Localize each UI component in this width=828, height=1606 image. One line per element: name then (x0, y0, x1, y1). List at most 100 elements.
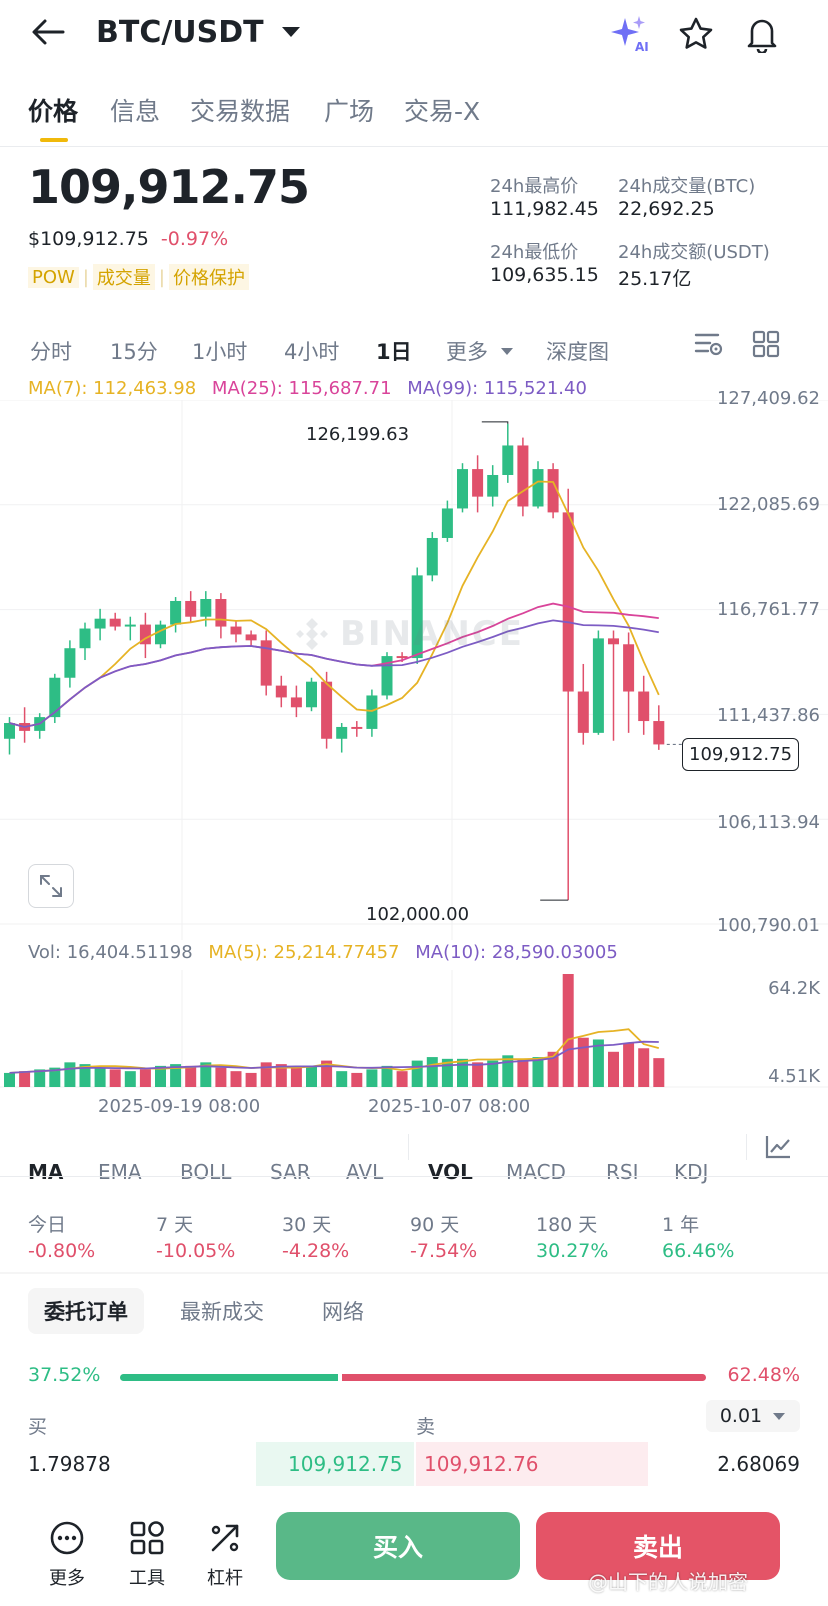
candle-body (426, 537, 438, 576)
perf-value-7d: -10.05% (156, 1240, 236, 1262)
volume-bar (290, 1067, 302, 1087)
book-tab-network[interactable]: 网络 (322, 1300, 364, 1324)
perf-label-today: 今日 (28, 1214, 67, 1236)
notification-button[interactable] (740, 12, 784, 56)
interval-1d[interactable]: 1日 (376, 340, 412, 364)
book-buy-header: 买 (28, 1416, 48, 1438)
usd-price: $109,912.75 (28, 228, 149, 250)
interval-depth[interactable]: 深度图 (546, 340, 609, 364)
tab-trading-data[interactable]: 交易数据 (190, 97, 291, 126)
indicator-sar[interactable]: SAR (270, 1160, 311, 1184)
interval-1h[interactable]: 1小时 (192, 340, 248, 364)
pair-selector[interactable]: BTC/USDT (96, 12, 302, 52)
bid-price[interactable]: 109,912.75 (288, 1452, 403, 1476)
tab-trade-x[interactable]: 交易-X (404, 97, 481, 126)
volume-bar (230, 1071, 242, 1087)
perf-label-30d: 30 天 (282, 1214, 332, 1236)
candle-body (336, 726, 348, 739)
candle-body (623, 644, 635, 692)
low-label: 24h最低价 (490, 242, 579, 263)
more-button[interactable]: 更多 (32, 1510, 102, 1600)
tab-square[interactable]: 广场 (324, 97, 375, 126)
svg-text:AI: AI (635, 40, 649, 54)
sell-button[interactable]: 卖出 (536, 1512, 780, 1580)
indicator-settings-button[interactable] (760, 1130, 796, 1164)
volume-bar (577, 1037, 589, 1087)
interval-line[interactable]: 分时 (30, 340, 72, 364)
ask-price[interactable]: 109,912.76 (424, 1452, 539, 1476)
vol-axis-label: 64.2K (768, 978, 820, 999)
candle-body (457, 469, 468, 509)
precision-select[interactable]: 0.01 (706, 1400, 800, 1432)
low-value: 109,635.15 (490, 264, 599, 286)
back-button[interactable] (26, 12, 70, 52)
indicator-rsi[interactable]: RSI (606, 1160, 639, 1184)
volume-bar (457, 1058, 468, 1087)
more-label: 更多 (49, 1568, 85, 1589)
buy-button[interactable]: 买入 (276, 1512, 520, 1580)
volume-bar (487, 1060, 499, 1087)
indicator-divider (746, 1134, 747, 1160)
candle-body (517, 445, 529, 507)
book-tab-trades[interactable]: 最新成交 (180, 1300, 264, 1324)
indicator-vol[interactable]: VOL (428, 1160, 473, 1184)
tag-volume[interactable]: 成交量 (92, 264, 155, 290)
book-tab-orders[interactable]: 委托订单 (28, 1288, 144, 1334)
perf-value-180d: 30.27% (536, 1240, 609, 1262)
ai-button[interactable]: AI (608, 12, 652, 56)
interval-15m[interactable]: 15分 (110, 340, 158, 364)
candle-body (562, 512, 574, 692)
tools-button[interactable]: 工具 (112, 1510, 182, 1600)
layout-button[interactable] (746, 326, 786, 362)
candle-body (260, 640, 272, 686)
tab-info[interactable]: 信息 (110, 97, 161, 126)
volume-chart[interactable] (0, 940, 828, 1090)
time-axis-label: 2025-09-19 08:00 (98, 1096, 261, 1117)
volume-bar (200, 1062, 212, 1087)
tag-pow[interactable]: POW (28, 266, 79, 288)
perf-value-1y: 66.46% (662, 1240, 735, 1262)
candle-body (653, 721, 665, 745)
candle-body (321, 681, 333, 739)
interval-more[interactable]: 更多 (446, 336, 514, 366)
vol-btc-label: 24h成交量(BTC) (618, 176, 756, 197)
candle-body (411, 575, 423, 659)
leverage-button[interactable]: 杠杆 (190, 1510, 260, 1600)
perf-value-90d: -7.54% (410, 1240, 478, 1262)
candle-body (170, 600, 182, 625)
caret-down-icon (281, 27, 300, 37)
pair-title: BTC/USDT (96, 14, 264, 50)
indicator-boll[interactable]: BOLL (180, 1160, 232, 1184)
binance-watermark: BINANCE (292, 614, 524, 654)
interval-4h[interactable]: 4小时 (284, 340, 340, 364)
high-value: 111,982.45 (490, 198, 599, 220)
bid-depth-bar (256, 1442, 414, 1486)
candle-body (577, 691, 589, 733)
price-axis-label: 100,790.01 (716, 915, 820, 936)
volume-bar (215, 1067, 227, 1087)
candle-body (109, 618, 121, 627)
indicator-macd[interactable]: MACD (506, 1160, 566, 1184)
volume-bar (411, 1060, 423, 1087)
indicator-ma[interactable]: MA (28, 1160, 64, 1184)
candle-body (487, 474, 499, 497)
indicator-avl[interactable]: AVL (346, 1160, 384, 1184)
tag-price-protection[interactable]: 价格保护 (168, 264, 249, 290)
tab-price[interactable]: 价格 (28, 97, 79, 126)
bell-icon (747, 19, 777, 53)
fullscreen-button[interactable] (28, 864, 74, 908)
candle-body (185, 600, 197, 617)
candlestick-chart[interactable] (0, 400, 828, 940)
chart-settings-button[interactable] (688, 326, 728, 362)
volume-bar (592, 1039, 604, 1087)
ma99-label: MA(99): 115,521.40 (407, 378, 587, 399)
indicator-ema[interactable]: EMA (98, 1160, 142, 1184)
indicator-kdj[interactable]: KDJ (674, 1160, 709, 1184)
favorite-button[interactable] (674, 12, 718, 56)
vol-label: Vol: 16,404.51198 (28, 942, 193, 963)
expand-icon (40, 875, 62, 897)
chart-settings-icon (694, 333, 723, 356)
chart-low-label: 102,000.00 (366, 904, 470, 925)
tabs-divider (0, 146, 828, 147)
candle-body (290, 697, 302, 708)
